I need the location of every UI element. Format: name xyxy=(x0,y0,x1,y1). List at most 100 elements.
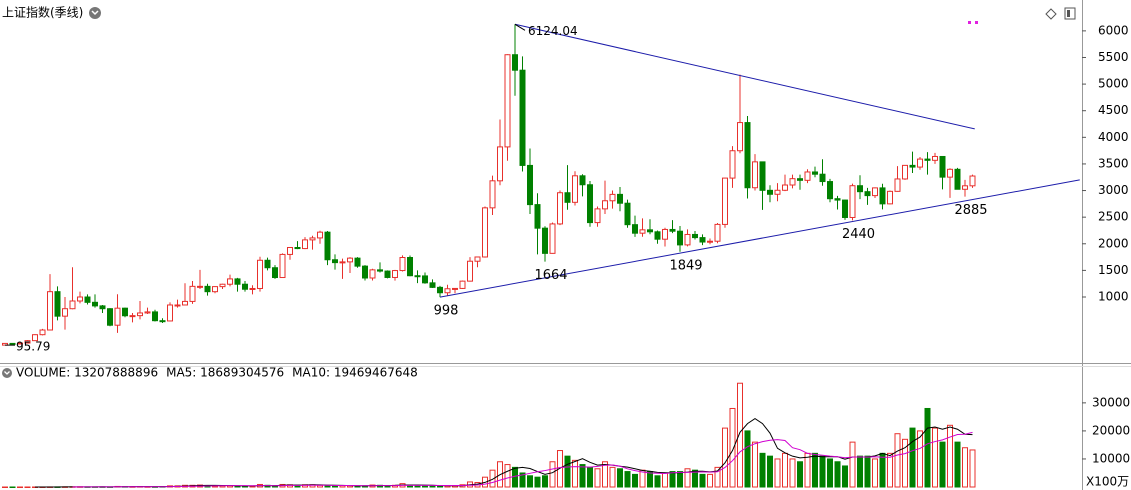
candle-body xyxy=(77,296,83,302)
diamond-icon[interactable] xyxy=(1045,8,1057,20)
volume-bar xyxy=(617,468,623,488)
candle-body xyxy=(339,261,346,264)
candle-body xyxy=(99,305,106,310)
volume-bar xyxy=(662,472,668,488)
y-tick-label: 4500 xyxy=(1098,103,1129,117)
close-button[interactable] xyxy=(89,7,101,19)
volume-bar xyxy=(549,461,556,488)
candle-body xyxy=(84,296,91,303)
candle-body xyxy=(69,300,76,310)
candle-body xyxy=(767,189,773,195)
candle-body xyxy=(369,269,376,279)
candle-body xyxy=(909,164,916,168)
candle-body xyxy=(924,158,931,161)
volume-bar xyxy=(759,452,766,488)
candle-body xyxy=(887,190,893,205)
volume-bar xyxy=(422,485,428,488)
candle-body xyxy=(17,342,23,345)
candle-body xyxy=(917,158,923,168)
candle-body xyxy=(384,270,391,278)
candle-body xyxy=(54,291,61,317)
volume-bar xyxy=(932,427,938,488)
volume-bar xyxy=(669,471,676,488)
y-tick-label: 1000 xyxy=(1098,290,1129,304)
volume-bar xyxy=(804,452,811,488)
candle-body xyxy=(902,164,908,180)
volume-y-tick-label: 20000 xyxy=(1092,423,1130,437)
candle-body xyxy=(317,231,323,239)
candle-body xyxy=(174,304,181,307)
candle-body xyxy=(377,269,383,272)
volume-bar xyxy=(9,486,16,488)
volume-bar xyxy=(504,464,511,488)
volume-bar xyxy=(924,407,931,488)
candle-body xyxy=(414,275,421,278)
trendline xyxy=(439,179,1080,298)
candle-body xyxy=(647,229,653,233)
candle-body xyxy=(182,300,188,306)
panel-icon[interactable] xyxy=(1064,7,1076,20)
volume-header: MA10: 19469467648 xyxy=(292,366,418,380)
volume-bar xyxy=(917,430,923,488)
candle-body xyxy=(774,189,781,195)
volume-bar xyxy=(894,433,901,488)
volume-bar xyxy=(767,455,773,488)
volume-bar xyxy=(939,441,946,488)
candle-body xyxy=(527,164,533,206)
y-tick-label: 5500 xyxy=(1098,50,1129,64)
volume-header: MA5: 18689304576 xyxy=(166,366,284,380)
candle-body xyxy=(969,175,976,187)
candle-body xyxy=(324,231,331,261)
volume-bar xyxy=(782,452,788,488)
candle-body xyxy=(272,267,278,279)
candle-body xyxy=(39,329,46,336)
candle-body xyxy=(137,312,143,317)
volume-bar xyxy=(489,469,496,488)
candle-body xyxy=(242,283,248,290)
candle-body xyxy=(752,161,758,189)
volume-bar xyxy=(857,455,863,488)
candle-body xyxy=(737,122,743,152)
candle-body xyxy=(789,178,796,186)
volume-bar xyxy=(654,475,661,488)
candle-body xyxy=(92,301,98,307)
y-tick-label: 4000 xyxy=(1098,130,1129,144)
candle-body xyxy=(189,285,196,302)
ma-line xyxy=(72,431,973,488)
volume-bar xyxy=(602,461,608,488)
volume-bar xyxy=(647,471,653,488)
y-tick-label: 3500 xyxy=(1098,156,1129,170)
candle-body xyxy=(107,308,113,326)
candle-body xyxy=(279,253,286,279)
chart-title: 上证指数(季线) xyxy=(2,5,83,20)
candle-body xyxy=(534,204,541,229)
volume-bar xyxy=(752,441,758,488)
volume-toggle[interactable] xyxy=(2,368,12,378)
annotation-label: 1664 xyxy=(534,268,567,283)
volume-bar xyxy=(722,427,728,488)
candle-body xyxy=(512,54,518,71)
candle-body xyxy=(864,191,871,197)
candle-body xyxy=(504,54,511,148)
candle-body xyxy=(444,288,451,294)
annotation-label: 95.79 xyxy=(16,340,50,354)
candle-body xyxy=(677,230,683,246)
candle-body xyxy=(122,307,128,317)
candle-body xyxy=(114,307,121,326)
candle-body xyxy=(362,265,368,279)
candle-body xyxy=(264,259,271,269)
candle-body xyxy=(939,155,946,178)
candle-body xyxy=(212,286,218,293)
candle-body xyxy=(759,161,766,191)
candle-body xyxy=(797,178,803,181)
candle-body xyxy=(399,257,406,272)
volume-bar xyxy=(714,466,721,488)
candle-body xyxy=(827,181,833,200)
volume-bar xyxy=(677,471,683,488)
candle-body xyxy=(894,178,901,192)
volume-bar xyxy=(527,475,533,488)
y-tick-label: 1500 xyxy=(1098,263,1129,277)
volume-bar xyxy=(707,473,713,488)
volume-bar xyxy=(902,438,908,488)
candle-body xyxy=(609,193,616,202)
